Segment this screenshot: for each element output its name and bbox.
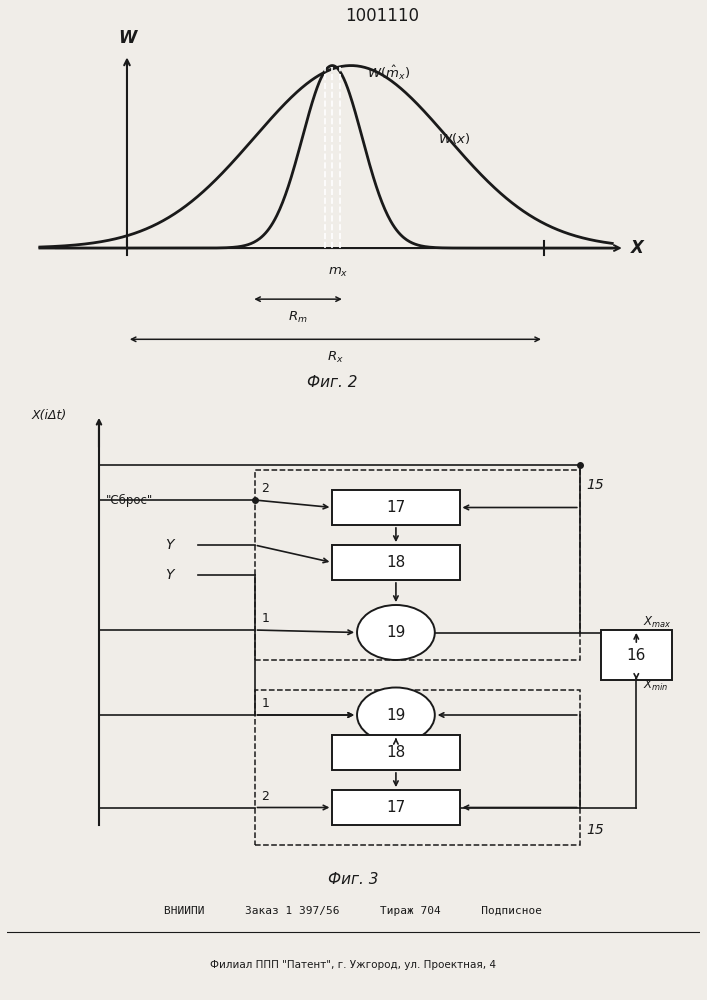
Text: 2: 2 (262, 790, 269, 802)
Text: 15: 15 (587, 823, 604, 837)
Circle shape (357, 605, 435, 660)
Bar (332, 735, 460, 770)
Text: 19: 19 (386, 708, 406, 722)
Text: $X_{min}$: $X_{min}$ (643, 677, 669, 693)
Text: 16: 16 (626, 648, 646, 662)
Text: 2: 2 (262, 482, 269, 495)
Text: $W(x)$: $W(x)$ (438, 131, 470, 146)
Bar (332, 490, 460, 525)
Bar (332, 545, 460, 580)
Text: 18: 18 (386, 745, 406, 760)
Bar (255, 690, 580, 845)
Bar (601, 630, 672, 680)
Text: 19: 19 (386, 625, 406, 640)
Text: X(iΔt): X(iΔt) (32, 408, 67, 422)
Text: 18: 18 (386, 555, 406, 570)
Text: 15: 15 (587, 478, 604, 492)
Text: ВНИИПИ      Заказ 1 397/56      Тираж 704      Подписное: ВНИИПИ Заказ 1 397/56 Тираж 704 Подписно… (165, 906, 542, 916)
Text: 1: 1 (262, 697, 269, 710)
Text: Филиал ППП "Патент", г. Ужгород, ул. Проектная, 4: Филиал ППП "Патент", г. Ужгород, ул. Про… (211, 960, 496, 970)
Text: "Сброс": "Сброс" (106, 493, 153, 507)
Text: Фиг. 3: Фиг. 3 (328, 872, 379, 888)
Text: Y: Y (165, 568, 174, 582)
Text: 1: 1 (262, 612, 269, 625)
Text: 17: 17 (386, 800, 406, 815)
Text: $R_m$: $R_m$ (288, 310, 308, 325)
Text: $m_x$: $m_x$ (328, 266, 349, 279)
Bar (255, 470, 580, 660)
Text: 17: 17 (386, 500, 406, 515)
Circle shape (357, 688, 435, 742)
Text: $X_{max}$: $X_{max}$ (643, 615, 672, 630)
Text: 1001110: 1001110 (345, 7, 419, 25)
Text: Y: Y (165, 538, 174, 552)
Text: X: X (631, 239, 644, 257)
Bar (332, 790, 460, 825)
Text: Фиг. 2: Фиг. 2 (307, 375, 358, 390)
Text: $R_x$: $R_x$ (327, 350, 344, 365)
Text: W: W (118, 29, 136, 47)
Text: $W(\hat{m}_x)$: $W(\hat{m}_x)$ (366, 64, 409, 82)
